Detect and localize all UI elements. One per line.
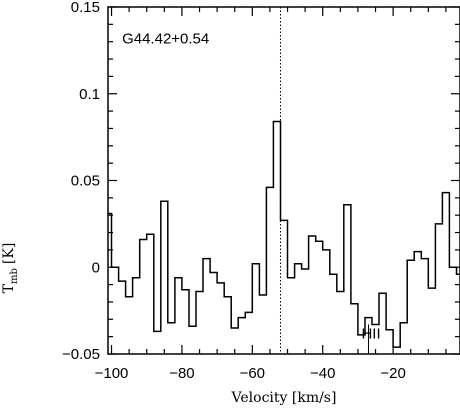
y-tick-label: 0 — [92, 259, 100, 276]
y-tick-label: −0.05 — [62, 346, 100, 363]
y-tick-label: 0.05 — [71, 173, 100, 190]
x-axis-label: Velocity [km/s] — [231, 390, 337, 406]
hii-label: HII — [361, 325, 380, 342]
x-tick-label: −60 — [240, 365, 265, 382]
spectrum-line — [108, 120, 460, 348]
x-tick-label: −40 — [310, 365, 335, 382]
x-tick-label: −80 — [169, 365, 194, 382]
plot-area: −100 −80 −60 −40 −20 −0.05 0 0.05 0.1 0.15 — [62, 0, 460, 382]
y-tick-label: 0.1 — [79, 86, 100, 103]
y-axis-label: Tmb [K] — [1, 243, 20, 294]
source-label: G44.42+0.54 — [122, 30, 209, 47]
x-tick-label: −20 — [380, 365, 405, 382]
y-axis-label-group: Tmb [K] — [1, 243, 20, 294]
y-tick-label: 0.15 — [71, 0, 100, 16]
x-tick-label: −100 — [95, 365, 129, 382]
y-axis-label-unit: [K] — [1, 243, 17, 264]
y-axis-label-main: T — [1, 283, 17, 293]
y-axis-label-sub: mb — [9, 268, 20, 284]
